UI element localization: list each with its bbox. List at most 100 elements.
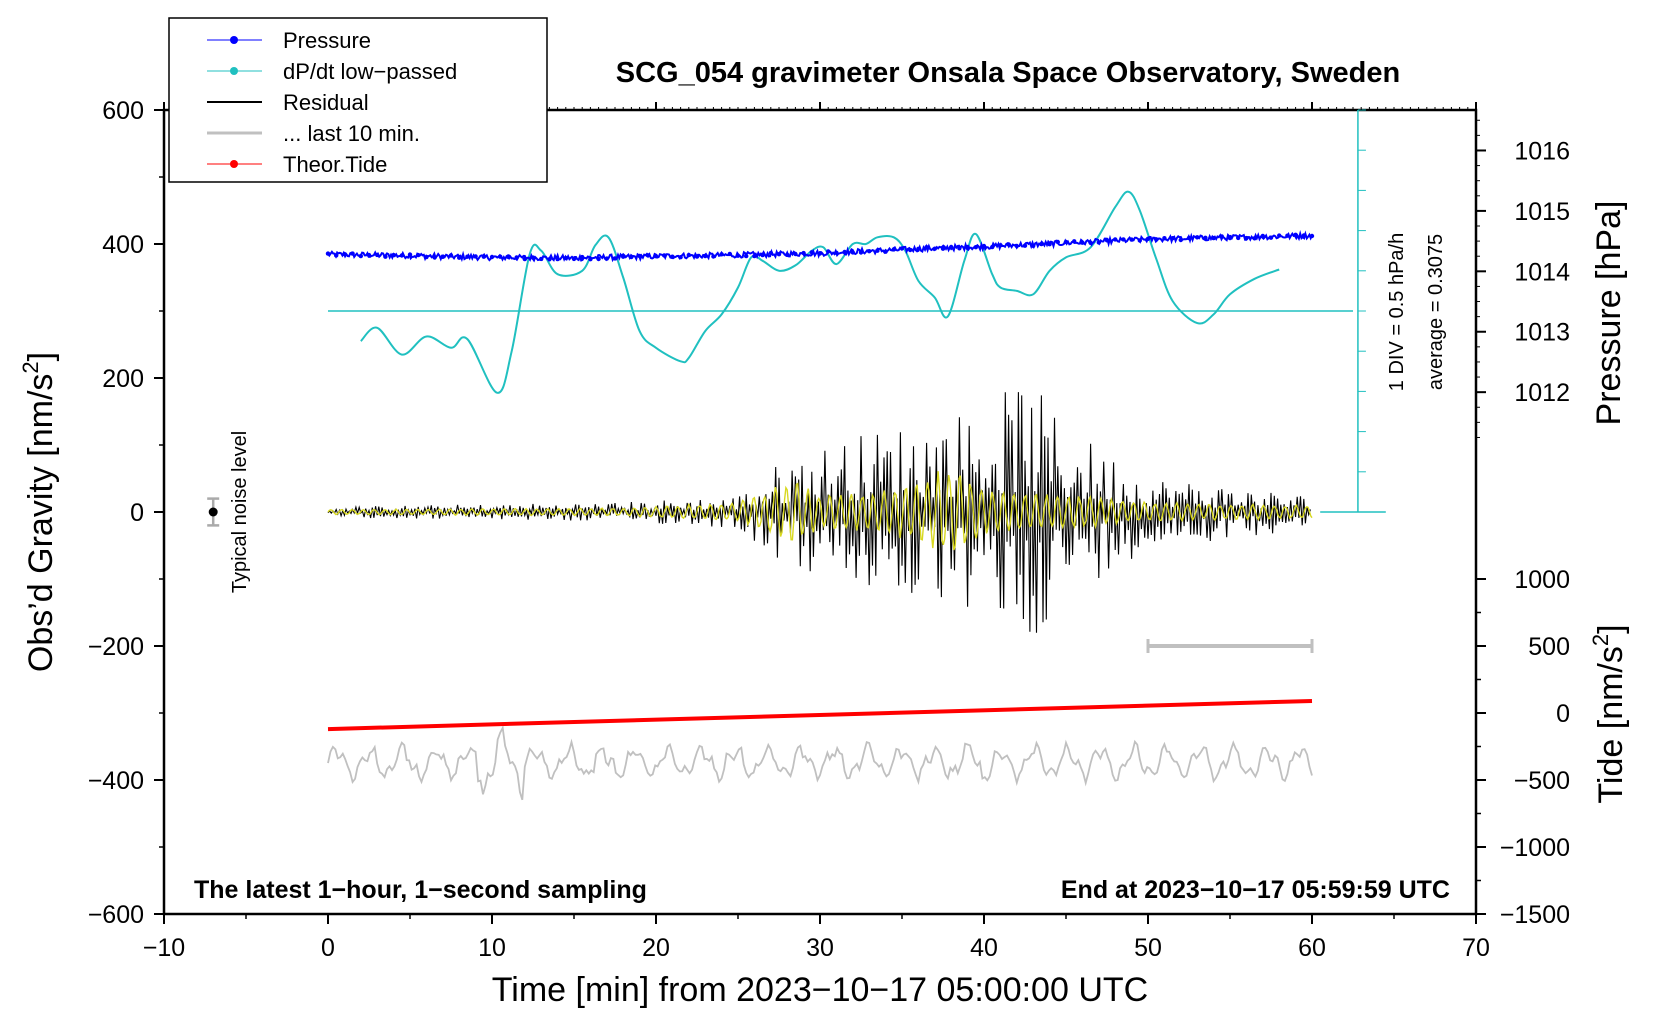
pressure-point xyxy=(727,251,732,257)
pressure-point xyxy=(563,255,568,261)
pressure-point xyxy=(539,256,544,262)
pressure-point xyxy=(752,253,757,259)
pressure-point xyxy=(358,253,363,259)
pressure-point xyxy=(662,253,667,258)
pressure-point xyxy=(998,243,1003,248)
pressure-point xyxy=(416,252,421,258)
pressure-point xyxy=(375,252,380,258)
y-axis-title-tide: Tide [nm/s2] xyxy=(1588,624,1630,803)
pressure-point xyxy=(489,254,495,260)
y-tick-label: −200 xyxy=(88,633,144,661)
legend-label: dP/dt low−passed xyxy=(283,59,457,84)
pressure-point xyxy=(342,251,347,257)
pressure-point xyxy=(440,254,445,259)
pressure-point xyxy=(760,252,765,258)
pressure-point xyxy=(334,253,339,258)
pressure-point xyxy=(1113,237,1118,242)
legend-label: Theor.Tide xyxy=(283,152,387,177)
pressure-point xyxy=(629,254,634,260)
pressure-point xyxy=(407,252,413,257)
legend-label: Pressure xyxy=(283,28,371,53)
x-tick-label: 20 xyxy=(642,934,670,962)
pressure-point xyxy=(555,256,560,262)
tide-layer xyxy=(327,698,1313,732)
axes-layer: −10 0 10 20 30 40 50 60 70 −600 −400 −200 0 200 400 600… xyxy=(88,97,1570,962)
pressure-point xyxy=(1080,240,1085,245)
pressure-point xyxy=(1211,235,1216,241)
pressure-point xyxy=(1096,240,1102,245)
pressure-point xyxy=(694,254,700,259)
pressure-point xyxy=(514,255,519,260)
pressure-point xyxy=(686,252,691,258)
x-tick-label: 30 xyxy=(806,934,834,962)
pressure-point xyxy=(1014,243,1019,249)
pressure-point xyxy=(949,244,954,250)
pressure-point xyxy=(1162,236,1167,241)
pressure-point xyxy=(834,250,839,255)
tide-residual-line xyxy=(327,725,1313,801)
pressure-point xyxy=(448,253,454,258)
pressure-point xyxy=(547,257,552,262)
noise-level-label: Typical noise level xyxy=(229,431,251,593)
pressure-point xyxy=(1104,238,1110,243)
pressure-point xyxy=(383,254,388,259)
y-axis-title-left: Obs’d Gravity [nm/s2] xyxy=(18,352,60,672)
tide-residual-layer xyxy=(327,725,1313,801)
pressure-layer xyxy=(325,229,1315,263)
pressure-point xyxy=(465,254,470,259)
pressure-point xyxy=(842,249,847,255)
pressure-point xyxy=(1227,235,1233,241)
legend-box xyxy=(168,17,548,183)
tide-tick-label: 500 xyxy=(1528,633,1570,661)
legend-marker xyxy=(230,67,238,75)
pressure-point xyxy=(1072,239,1077,244)
pressure-point xyxy=(990,244,995,250)
legend-label: Residual xyxy=(283,90,369,115)
pressure-point xyxy=(325,251,331,256)
pressure-point xyxy=(1129,237,1134,242)
pressure-tick-label: 1016 xyxy=(1514,137,1570,165)
pressure-point xyxy=(1219,234,1225,239)
legend-marker xyxy=(230,160,238,168)
pressure-point xyxy=(571,256,577,262)
footer-right: End at 2023−10−17 05:59:59 UTC xyxy=(1061,876,1450,904)
pressure-tick-label: 1012 xyxy=(1514,379,1570,407)
extras-layer xyxy=(207,497,1314,653)
pressure-point xyxy=(908,247,913,253)
pressure-point xyxy=(645,253,650,258)
pressure-point xyxy=(522,256,527,262)
y-tick-label: 200 xyxy=(102,365,144,393)
tide-tick-label: 1000 xyxy=(1514,566,1570,594)
pressure-point xyxy=(1055,239,1061,245)
pressure-point xyxy=(637,253,642,259)
pressure-point xyxy=(432,255,437,260)
pressure-point xyxy=(1268,235,1274,240)
pressure-point xyxy=(1170,236,1175,241)
pressure-point xyxy=(957,246,962,251)
y-axis-title-tide-main: Tide [nm/s xyxy=(1592,646,1630,803)
tide-tick-label: −1500 xyxy=(1500,901,1570,929)
pressure-point xyxy=(940,246,946,251)
pressure-point xyxy=(1309,233,1315,239)
pressure-point xyxy=(366,252,372,258)
y-axis-title-left-main: Obs’d Gravity [nm/s xyxy=(22,374,60,673)
pressure-point xyxy=(744,253,749,259)
pressure-point xyxy=(1063,239,1069,245)
pressure-point xyxy=(981,243,987,249)
legend: Pressure dP/dt low−passed Residual ... last… xyxy=(168,17,548,183)
y-tick-label: −400 xyxy=(88,767,144,795)
pressure-point xyxy=(801,250,806,256)
x-tick-label: 50 xyxy=(1134,934,1162,962)
pressure-point xyxy=(932,246,937,251)
pressure-point xyxy=(1047,242,1052,247)
pressure-point xyxy=(1039,241,1044,247)
pressure-point xyxy=(1088,240,1093,245)
pressure-point xyxy=(621,254,626,259)
y-tick-label: 0 xyxy=(130,499,144,527)
pressure-point xyxy=(1178,237,1184,243)
pressure-point xyxy=(793,251,798,257)
x-tick-label: 0 xyxy=(321,934,335,962)
x-tick-label: 60 xyxy=(1298,934,1326,962)
pressure-point xyxy=(1154,237,1159,242)
